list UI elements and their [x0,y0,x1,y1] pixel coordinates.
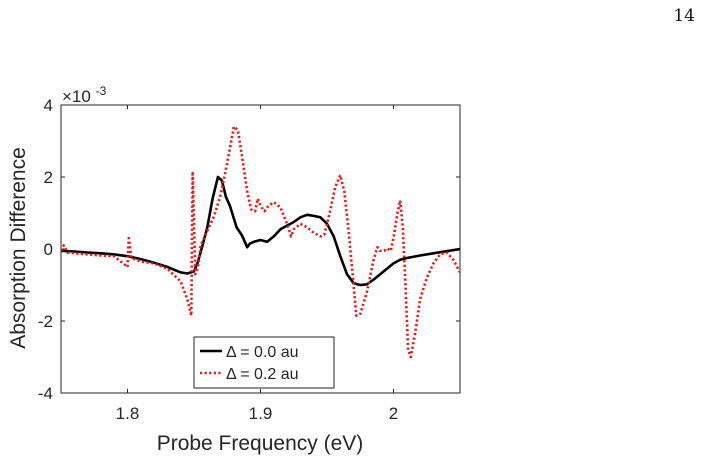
series-line-1 [61,175,460,287]
x-tick-label: 1.9 [249,404,273,423]
legend-box [193,336,335,389]
axis-ticks: 1.8 1.9 2 -4 -2 0 2 4 [38,96,460,423]
y-tick-label: 2 [44,168,53,187]
x-tick-label: 1.8 [116,404,140,423]
legend-label-1: Δ = 0.0 au [226,344,299,361]
legend: Δ = 0.0 au Δ = 0.2 au [193,336,335,389]
series-line-2 [61,125,460,359]
page-number: 14 [673,6,695,26]
x-axis-label: Probe Frequency (eV) [157,432,364,455]
y-tick-label: -2 [38,312,53,331]
y-axis-exponent: ×10 -3 [62,84,107,106]
y-exponent-power: -3 [96,84,107,98]
legend-label-2: Δ = 0.2 au [226,366,299,383]
x-tick-label: 2 [389,404,398,423]
y-tick-label: 4 [44,96,53,115]
series-layer [61,125,460,359]
y-exponent-base: ×10 [62,87,91,106]
y-tick-label: 0 [44,240,53,259]
y-tick-label: -4 [38,384,53,403]
y-axis-label: Absorption Difference [7,147,30,349]
